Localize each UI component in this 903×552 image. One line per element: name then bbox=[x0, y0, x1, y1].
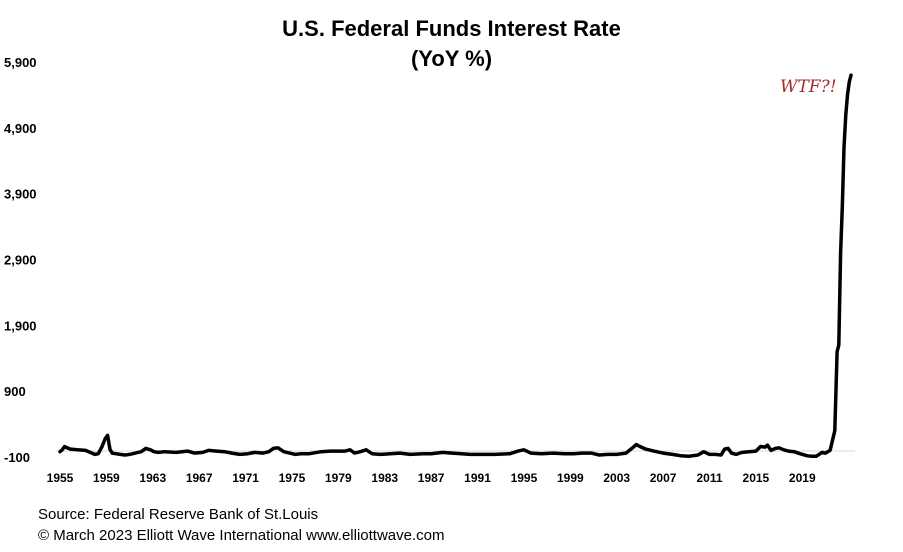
y-tick-label: 4,900 bbox=[4, 121, 37, 136]
x-tick-label: 2015 bbox=[743, 471, 770, 485]
x-tick-label: 1955 bbox=[47, 471, 74, 485]
x-tick-label: 2011 bbox=[696, 471, 722, 485]
copyright-note: © March 2023 Elliott Wave International … bbox=[38, 527, 445, 544]
x-tick-label: 1995 bbox=[511, 471, 538, 485]
x-axis-ticks: 1955 1959 1963 1967 1971 1975 1979 1983 1987 1991… bbox=[47, 471, 816, 485]
y-tick-label: 3,900 bbox=[4, 187, 37, 202]
chart-subtitle: (YoY %) bbox=[410, 46, 493, 71]
series-line bbox=[58, 73, 853, 459]
x-tick-label: 1991 bbox=[464, 471, 491, 485]
x-tick-label: 1983 bbox=[371, 471, 398, 485]
chart-title: U.S. Federal Funds Interest Rate bbox=[282, 16, 621, 41]
y-tick-label: 2,900 bbox=[4, 253, 37, 268]
x-tick-label: 1975 bbox=[279, 471, 306, 485]
y-tick-label: 1,900 bbox=[4, 318, 37, 333]
x-tick-label: 2007 bbox=[650, 471, 677, 485]
x-tick-label: 1987 bbox=[418, 471, 445, 485]
y-tick-label: -100 bbox=[4, 450, 30, 465]
x-tick-label: 1999 bbox=[557, 471, 584, 485]
x-tick-label: 1959 bbox=[93, 471, 120, 485]
x-tick-label: 1979 bbox=[325, 471, 352, 485]
x-tick-label: 2003 bbox=[603, 471, 630, 485]
x-tick-label: 1967 bbox=[186, 471, 213, 485]
y-axis-ticks: 5,900 4,900 3,900 2,900 1,900 900 -100 bbox=[4, 55, 37, 465]
y-tick-label: 900 bbox=[4, 384, 26, 399]
x-tick-label: 2019 bbox=[789, 471, 816, 485]
x-tick-label: 1963 bbox=[139, 471, 166, 485]
x-tick-label: 1971 bbox=[232, 471, 259, 485]
source-note: Source: Federal Reserve Bank of St.Louis bbox=[38, 506, 319, 523]
y-tick-label: 5,900 bbox=[4, 55, 37, 70]
annotation-wtf: WTF?! bbox=[780, 77, 837, 97]
